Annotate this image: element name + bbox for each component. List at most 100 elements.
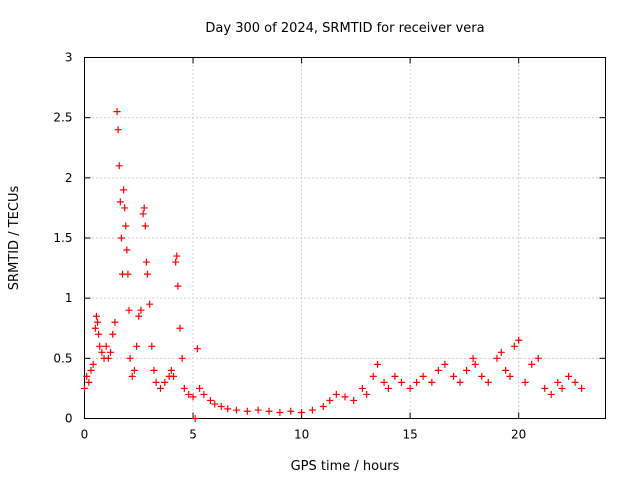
data-point: [484, 378, 492, 386]
data-point: [140, 204, 148, 212]
data-point: [94, 318, 102, 326]
data-point: [528, 360, 536, 368]
data-point: [120, 186, 128, 194]
axis-ticks: [84, 57, 606, 419]
data-point: [189, 393, 197, 401]
data-point: [89, 360, 97, 368]
data-point: [139, 210, 147, 218]
y-tick-labels: 0 0.5 1 1.5 2 2.5 3: [53, 51, 72, 426]
data-point: [83, 372, 91, 380]
data-point: [81, 384, 88, 392]
data-point: [126, 354, 134, 362]
data-point: [510, 342, 518, 350]
x-tick-label: 5: [189, 428, 197, 442]
data-point: [419, 372, 427, 380]
data-point: [185, 390, 193, 398]
data-point: [130, 366, 138, 374]
data-point: [413, 378, 421, 386]
data-point: [358, 384, 366, 392]
data-point: [471, 360, 479, 368]
data-point: [121, 204, 129, 212]
data-point: [265, 407, 273, 415]
data-point: [374, 360, 382, 368]
data-point: [173, 252, 181, 260]
data-point: [434, 366, 442, 374]
data-point: [178, 354, 186, 362]
data-point: [450, 372, 458, 380]
data-point: [254, 406, 262, 414]
data-point: [287, 407, 295, 415]
data-point: [152, 378, 160, 386]
data-point: [211, 400, 219, 408]
data-point: [172, 258, 180, 266]
data-point: [502, 366, 510, 374]
data-point: [191, 415, 199, 422]
data-point: [384, 384, 392, 392]
data-point: [534, 354, 542, 362]
data-point: [326, 396, 334, 404]
y-tick-label: 2.5: [53, 111, 72, 125]
data-point: [469, 354, 477, 362]
data-point: [116, 198, 124, 206]
data-point: [113, 108, 121, 116]
data-point: [308, 406, 316, 414]
data-point: [319, 402, 327, 410]
data-point: [478, 372, 486, 380]
data-point: [143, 270, 151, 278]
data-point: [380, 378, 388, 386]
y-axis-title: SRMTID / TECUs: [7, 186, 22, 291]
data-points: [81, 108, 586, 422]
data-point: [200, 390, 208, 398]
data-point: [541, 384, 549, 392]
x-tick-label: 20: [511, 428, 526, 442]
data-point: [363, 390, 371, 398]
data-point: [142, 258, 150, 266]
x-tick-label: 0: [81, 428, 89, 442]
data-point: [124, 270, 132, 278]
data-point: [146, 300, 154, 308]
data-point: [406, 384, 414, 392]
data-point: [369, 372, 377, 380]
x-tick-label: 15: [402, 428, 417, 442]
data-point: [123, 246, 131, 254]
y-tick-label: 1.5: [53, 231, 72, 245]
data-point: [85, 378, 93, 386]
data-point: [111, 318, 119, 326]
data-point: [224, 405, 232, 413]
y-tick-label: 3: [65, 51, 73, 65]
data-point: [148, 342, 156, 350]
y-tick-label: 1: [65, 291, 73, 305]
data-point: [174, 282, 182, 290]
data-point: [137, 306, 145, 314]
data-point: [276, 408, 284, 416]
data-point: [515, 336, 523, 344]
data-point: [95, 330, 103, 338]
grid: [84, 57, 606, 419]
data-point: [102, 342, 110, 350]
data-point: [565, 372, 573, 380]
data-point: [117, 234, 125, 242]
data-point: [141, 222, 149, 230]
data-point: [98, 348, 106, 356]
data-point: [180, 384, 188, 392]
data-point: [350, 396, 358, 404]
chart-title: Day 300 of 2024, SRMTID for receiver ver…: [205, 21, 484, 36]
data-point: [547, 390, 555, 398]
y-tick-label: 0.5: [53, 351, 72, 365]
data-point: [397, 378, 405, 386]
data-point: [135, 312, 143, 320]
data-point: [122, 222, 130, 230]
data-point: [114, 126, 122, 134]
data-point: [156, 384, 164, 392]
data-point: [497, 348, 505, 356]
data-point: [193, 345, 201, 353]
data-point: [87, 366, 95, 374]
data-point: [463, 366, 471, 374]
data-point: [92, 312, 100, 320]
data-point: [91, 324, 99, 332]
data-point: [428, 378, 436, 386]
data-point: [170, 372, 178, 380]
data-point: [332, 390, 340, 398]
y-tick-label: 0: [65, 412, 73, 426]
data-point: [217, 402, 225, 410]
